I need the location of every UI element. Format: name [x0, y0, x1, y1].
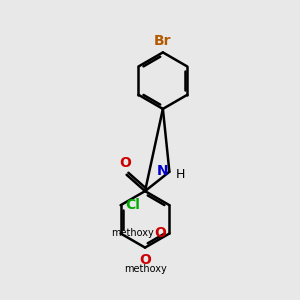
Text: O: O — [139, 253, 151, 267]
Text: H: H — [176, 168, 185, 181]
Text: O: O — [119, 156, 131, 170]
Text: O: O — [154, 226, 166, 240]
Text: N: N — [156, 164, 168, 178]
Text: methoxy: methoxy — [111, 228, 154, 238]
Text: methoxy: methoxy — [124, 264, 166, 274]
Text: Br: Br — [154, 34, 172, 48]
Text: Cl: Cl — [125, 198, 140, 212]
